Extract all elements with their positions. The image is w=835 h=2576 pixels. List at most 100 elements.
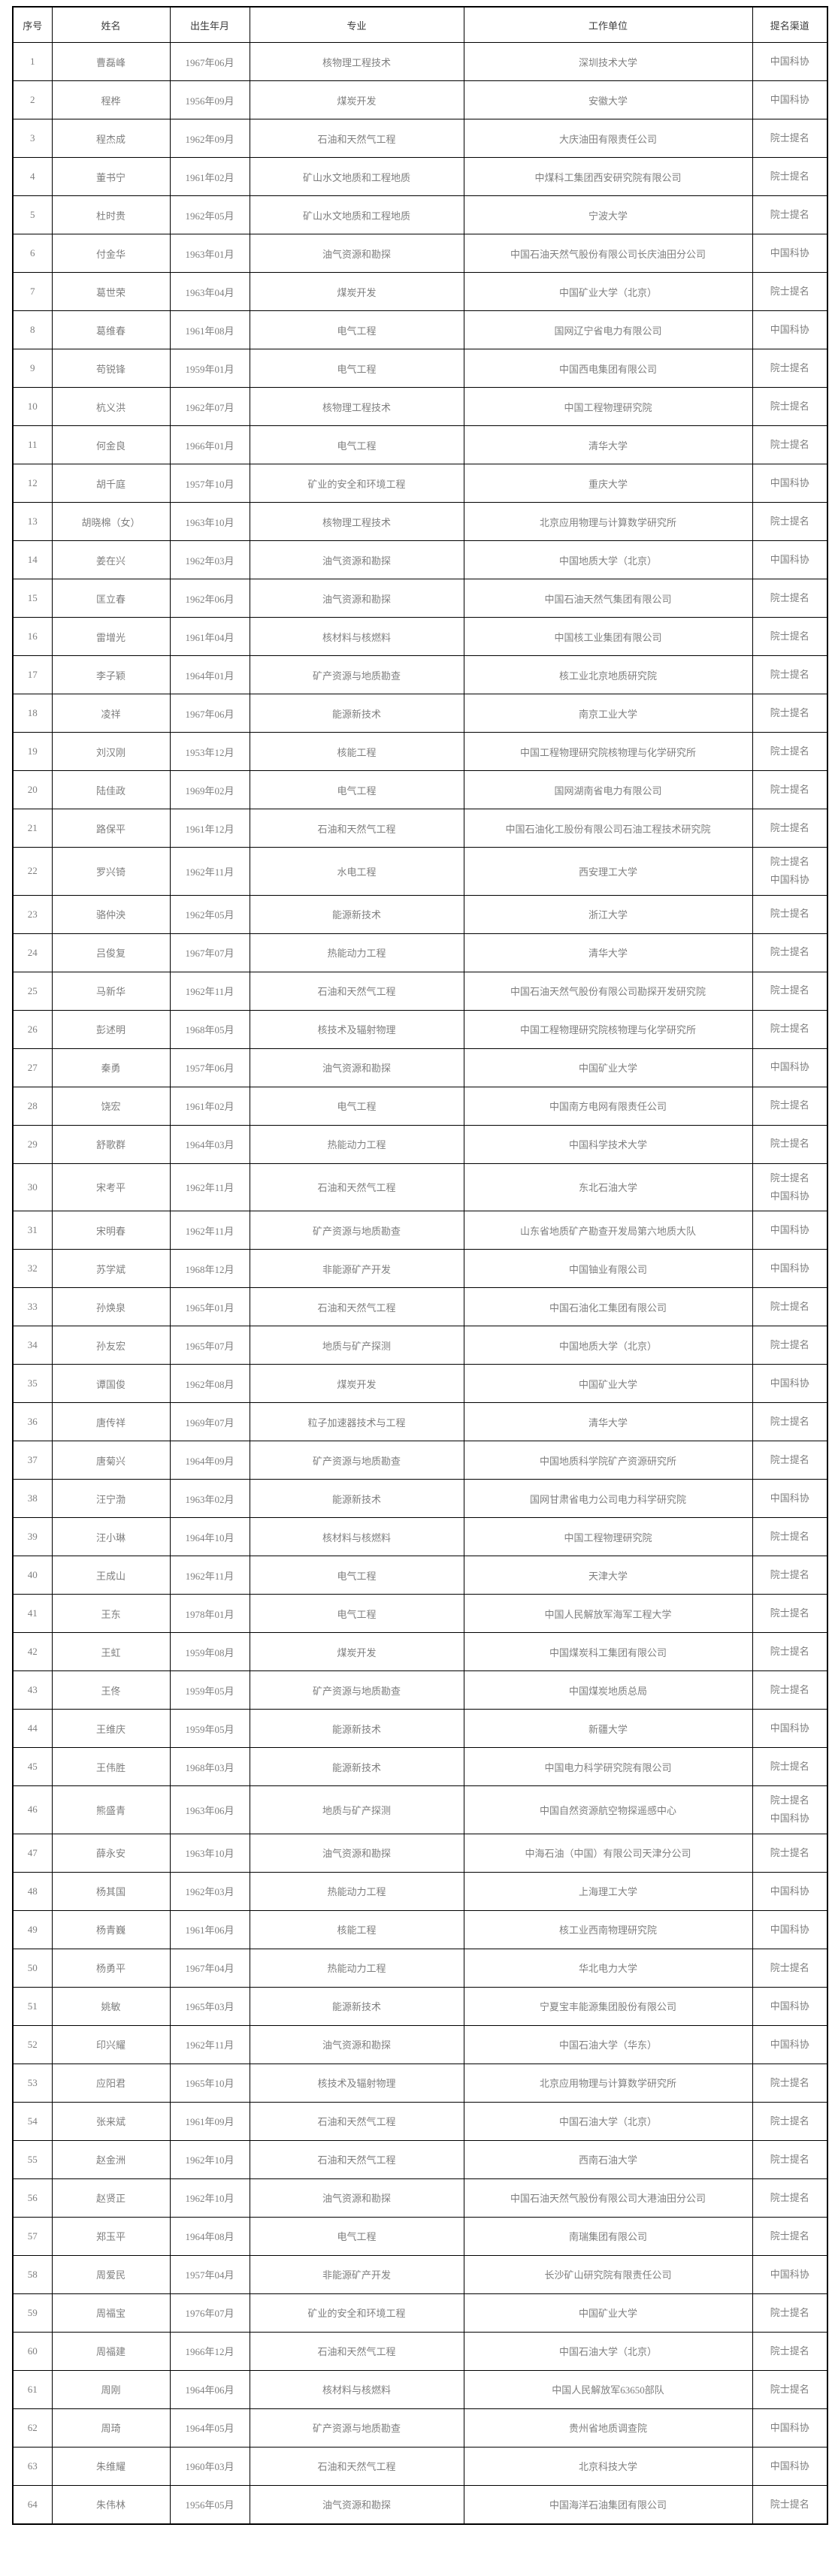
cell-channel: 院士提名 bbox=[752, 2484, 828, 2525]
cell-org: 长沙矿山研究院有限责任公司 bbox=[463, 2254, 753, 2294]
table-row: 64 朱伟林 1956年05月 油气资源和勘探 中国海洋石油集团有限公司 院士提名 bbox=[12, 2484, 828, 2525]
cell-no: 46 bbox=[12, 1785, 53, 1834]
cell-birth: 1962年11月 bbox=[169, 1163, 250, 1212]
cell-major: 电气工程 bbox=[249, 770, 464, 809]
cell-no: 5 bbox=[12, 195, 53, 234]
cell-channel: 院士提名 bbox=[752, 2331, 828, 2371]
cell-channel: 中国科协 bbox=[752, 1479, 828, 1519]
cell-channel: 院士提名 bbox=[752, 1124, 828, 1164]
table-row: 26 彭述明 1968年05月 核技术及辐射物理 中国工程物理研究院核物理与化学研究所 院… bbox=[12, 1009, 828, 1049]
cell-name: 杭义洪 bbox=[51, 387, 171, 426]
cell-birth: 1957年04月 bbox=[169, 2254, 250, 2294]
cell-birth: 1959年05月 bbox=[169, 1709, 250, 1749]
cell-major: 矿山水文地质和工程地质 bbox=[249, 157, 464, 196]
channel-label: 院士提名 bbox=[770, 1607, 809, 1619]
cell-channel: 中国科协 bbox=[752, 540, 828, 579]
cell-birth: 1956年09月 bbox=[169, 80, 250, 119]
cell-no: 14 bbox=[12, 540, 53, 579]
table-row: 12 胡千庭 1957年10月 矿业的安全和环境工程 重庆大学 中国科协 bbox=[12, 464, 828, 503]
cell-channel: 院士提名 bbox=[752, 1670, 828, 1710]
cell-org: 中国海洋石油集团有限公司 bbox=[463, 2484, 753, 2525]
cell-no: 28 bbox=[12, 1086, 53, 1126]
cell-name: 王伟胜 bbox=[51, 1747, 171, 1787]
cell-name: 应阳君 bbox=[51, 2063, 171, 2103]
channel-label: 院士提名 bbox=[770, 1684, 809, 1696]
cell-channel: 中国科协 bbox=[752, 2254, 828, 2294]
cell-name: 曹磊峰 bbox=[51, 42, 171, 81]
cell-birth: 1967年06月 bbox=[169, 42, 250, 81]
cell-channel: 院士提名 bbox=[752, 809, 828, 848]
cell-channel: 中国科协 bbox=[752, 1909, 828, 1949]
cell-no: 26 bbox=[12, 1009, 53, 1049]
cell-birth: 1962年11月 bbox=[169, 847, 250, 896]
channel-label: 院士提名 bbox=[770, 1794, 809, 1807]
cell-channel: 院士提名 bbox=[752, 1948, 828, 1988]
cell-channel: 院士提名 bbox=[752, 119, 828, 158]
cell-major: 石油和天然气工程 bbox=[249, 971, 464, 1011]
cell-no: 12 bbox=[12, 464, 53, 503]
channel-label: 中国科协 bbox=[770, 1224, 809, 1236]
cell-name: 朱维耀 bbox=[51, 2446, 171, 2486]
cell-no: 56 bbox=[12, 2178, 53, 2218]
cell-major: 热能动力工程 bbox=[249, 1124, 464, 1164]
cell-major: 核物理工程技术 bbox=[249, 42, 464, 81]
cell-org: 深圳技术大学 bbox=[463, 42, 753, 81]
channel-label: 院士提名 bbox=[770, 1846, 809, 1858]
cell-name: 张来斌 bbox=[51, 2101, 171, 2141]
cell-channel: 中国科协 bbox=[752, 1871, 828, 1911]
table-row: 6 付金华 1963年01月 油气资源和勘探 中国石油天然气股份有限公司长庆油田分公司 中… bbox=[12, 234, 828, 273]
cell-org: 中国西电集团有限公司 bbox=[463, 349, 753, 388]
table-row: 38 汪宁渤 1963年02月 能源新技术 国网甘肃省电力公司电力科学研究院 中国科协 bbox=[12, 1479, 828, 1519]
cell-birth: 1963年10月 bbox=[169, 1833, 250, 1873]
cell-no: 54 bbox=[12, 2101, 53, 2141]
cell-major: 矿产资源与地质勘查 bbox=[249, 1441, 464, 1480]
cell-birth: 1969年02月 bbox=[169, 770, 250, 809]
cell-birth: 1966年01月 bbox=[169, 425, 250, 464]
cell-name: 王东 bbox=[51, 1594, 171, 1634]
table-row: 23 骆仲泱 1962年05月 能源新技术 浙江大学 院士提名 bbox=[12, 894, 828, 934]
cell-org: 华北电力大学 bbox=[463, 1948, 753, 1988]
cell-org: 中海石油（中国）有限公司天津分公司 bbox=[463, 1833, 753, 1873]
cell-birth: 1959年05月 bbox=[169, 1670, 250, 1710]
cell-channel: 院士提名 bbox=[752, 732, 828, 771]
cell-org: 中国矿业大学 bbox=[463, 1364, 753, 1404]
cell-major: 非能源矿产开发 bbox=[249, 1249, 464, 1289]
cell-no: 40 bbox=[12, 1556, 53, 1595]
cell-name: 彭述明 bbox=[51, 1009, 171, 1049]
cell-org: 中国南方电网有限责任公司 bbox=[463, 1086, 753, 1126]
table-row: 37 唐菊兴 1964年09月 矿产资源与地质勘查 中国地质科学院矿产资源研究所 院士提名 bbox=[12, 1441, 828, 1480]
cell-org: 中国石油天然气股份有限公司大港油田分公司 bbox=[463, 2178, 753, 2218]
cell-birth: 1965年01月 bbox=[169, 1287, 250, 1327]
channel-label: 院士提名 bbox=[770, 400, 809, 412]
cell-birth: 1957年10月 bbox=[169, 464, 250, 503]
cell-no: 60 bbox=[12, 2331, 53, 2371]
cell-org: 中国工程物理研究院核物理与化学研究所 bbox=[463, 1009, 753, 1049]
cell-name: 凌祥 bbox=[51, 694, 171, 733]
cell-no: 22 bbox=[12, 847, 53, 896]
cell-channel: 中国科协 bbox=[752, 2024, 828, 2064]
cell-no: 11 bbox=[12, 425, 53, 464]
table-row: 53 应阳君 1965年10月 核技术及辐射物理 北京应用物理与计算数学研究所 院士提名 bbox=[12, 2063, 828, 2103]
table-row: 39 汪小琳 1964年10月 核材料与核燃料 中国工程物理研究院 院士提名 bbox=[12, 1517, 828, 1557]
channel-label: 中国科协 bbox=[770, 553, 809, 565]
cell-no: 18 bbox=[12, 694, 53, 733]
channel-label: 中国科协 bbox=[770, 2268, 809, 2280]
cell-name: 杨其国 bbox=[51, 1871, 171, 1911]
table-row: 17 李子颖 1964年01月 矿产资源与地质勘查 核工业北京地质研究院 院士提名 bbox=[12, 655, 828, 694]
channel-label: 中国科协 bbox=[770, 93, 809, 105]
table-body: 1 曹磊峰 1967年06月 核物理工程技术 深圳技术大学 中国科协 2 程桦 1956年09月… bbox=[12, 42, 828, 2525]
channel-label: 中国科协 bbox=[770, 2421, 809, 2433]
cell-major: 矿山水文地质和工程地质 bbox=[249, 195, 464, 234]
cell-org: 中煤科工集团西安研究院有限公司 bbox=[463, 157, 753, 196]
table-row: 11 何金良 1966年01月 电气工程 清华大学 院士提名 bbox=[12, 425, 828, 464]
cell-major: 核技术及辐射物理 bbox=[249, 2063, 464, 2103]
table-row: 16 雷增光 1961年04月 核材料与核燃料 中国核工业集团有限公司 院士提名 bbox=[12, 617, 828, 656]
cell-no: 31 bbox=[12, 1211, 53, 1250]
cell-name: 王虹 bbox=[51, 1632, 171, 1672]
cell-birth: 1963年02月 bbox=[169, 1479, 250, 1519]
cell-org: 中国人民解放军海军工程大学 bbox=[463, 1594, 753, 1634]
channel-label: 院士提名 bbox=[770, 1023, 809, 1035]
channel-label: 院士提名 bbox=[770, 2153, 809, 2165]
cell-major: 核材料与核燃料 bbox=[249, 617, 464, 656]
